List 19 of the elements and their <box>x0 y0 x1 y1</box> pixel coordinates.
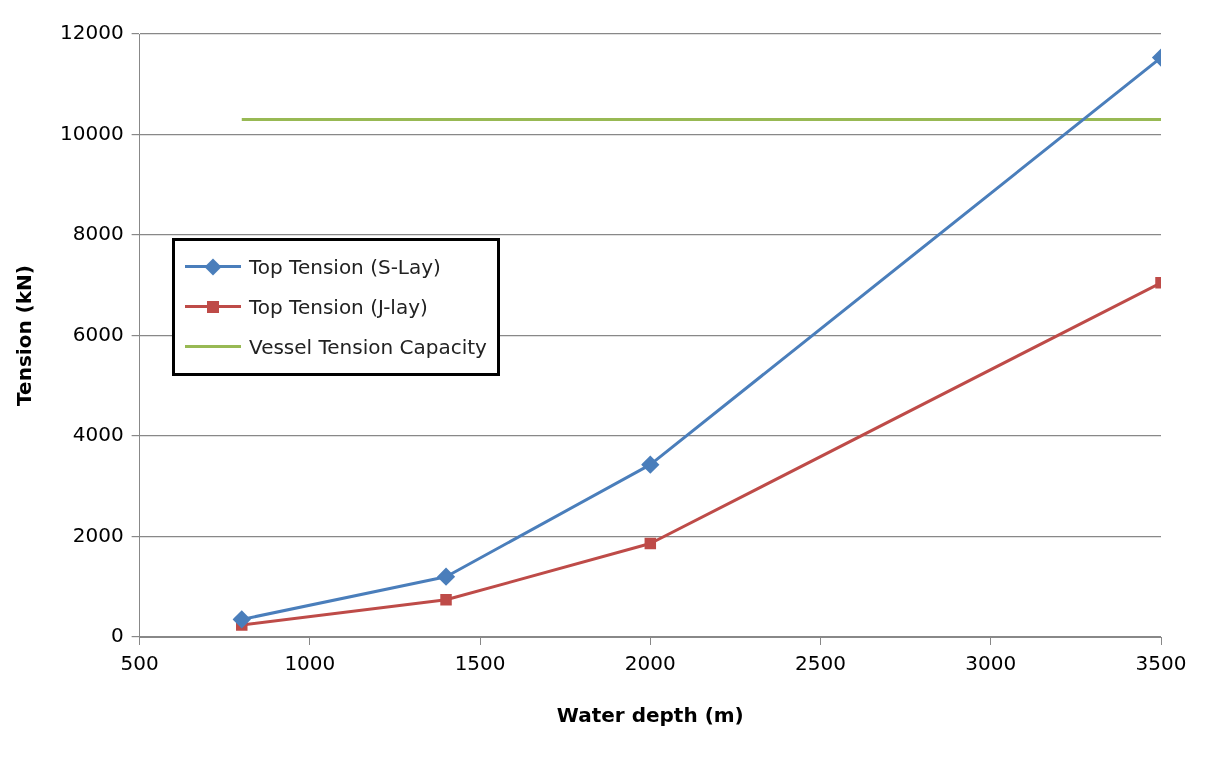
x-tick-label: 500 <box>120 651 159 676</box>
y-tick-label: 8000 <box>72 221 124 246</box>
y-tick-label: 2000 <box>72 522 124 547</box>
x-tick-label: 3500 <box>1135 651 1187 676</box>
y-tick-label: 12000 <box>60 20 124 45</box>
y-tick-label: 0 <box>110 623 124 648</box>
legend-label: Top Tension (J-lay) <box>249 295 428 319</box>
y-axis-title: Tension (kN) <box>12 265 37 406</box>
x-tick-label: 3000 <box>965 651 1017 676</box>
x-tick-label: 1500 <box>454 651 506 676</box>
x-tick-label: 2500 <box>795 651 846 676</box>
x-tick-label: 1000 <box>284 651 336 676</box>
y-tick-label: 6000 <box>72 321 124 346</box>
y-tick-label: 10000 <box>60 120 124 145</box>
legend-label: Vessel Tension Capacity <box>249 335 487 359</box>
x-tick-label: 2000 <box>624 651 676 676</box>
y-tick-label: 4000 <box>72 422 124 447</box>
x-axis-title: Water depth (m) <box>556 703 744 728</box>
legend-label: Top Tension (S-Lay) <box>249 255 441 279</box>
